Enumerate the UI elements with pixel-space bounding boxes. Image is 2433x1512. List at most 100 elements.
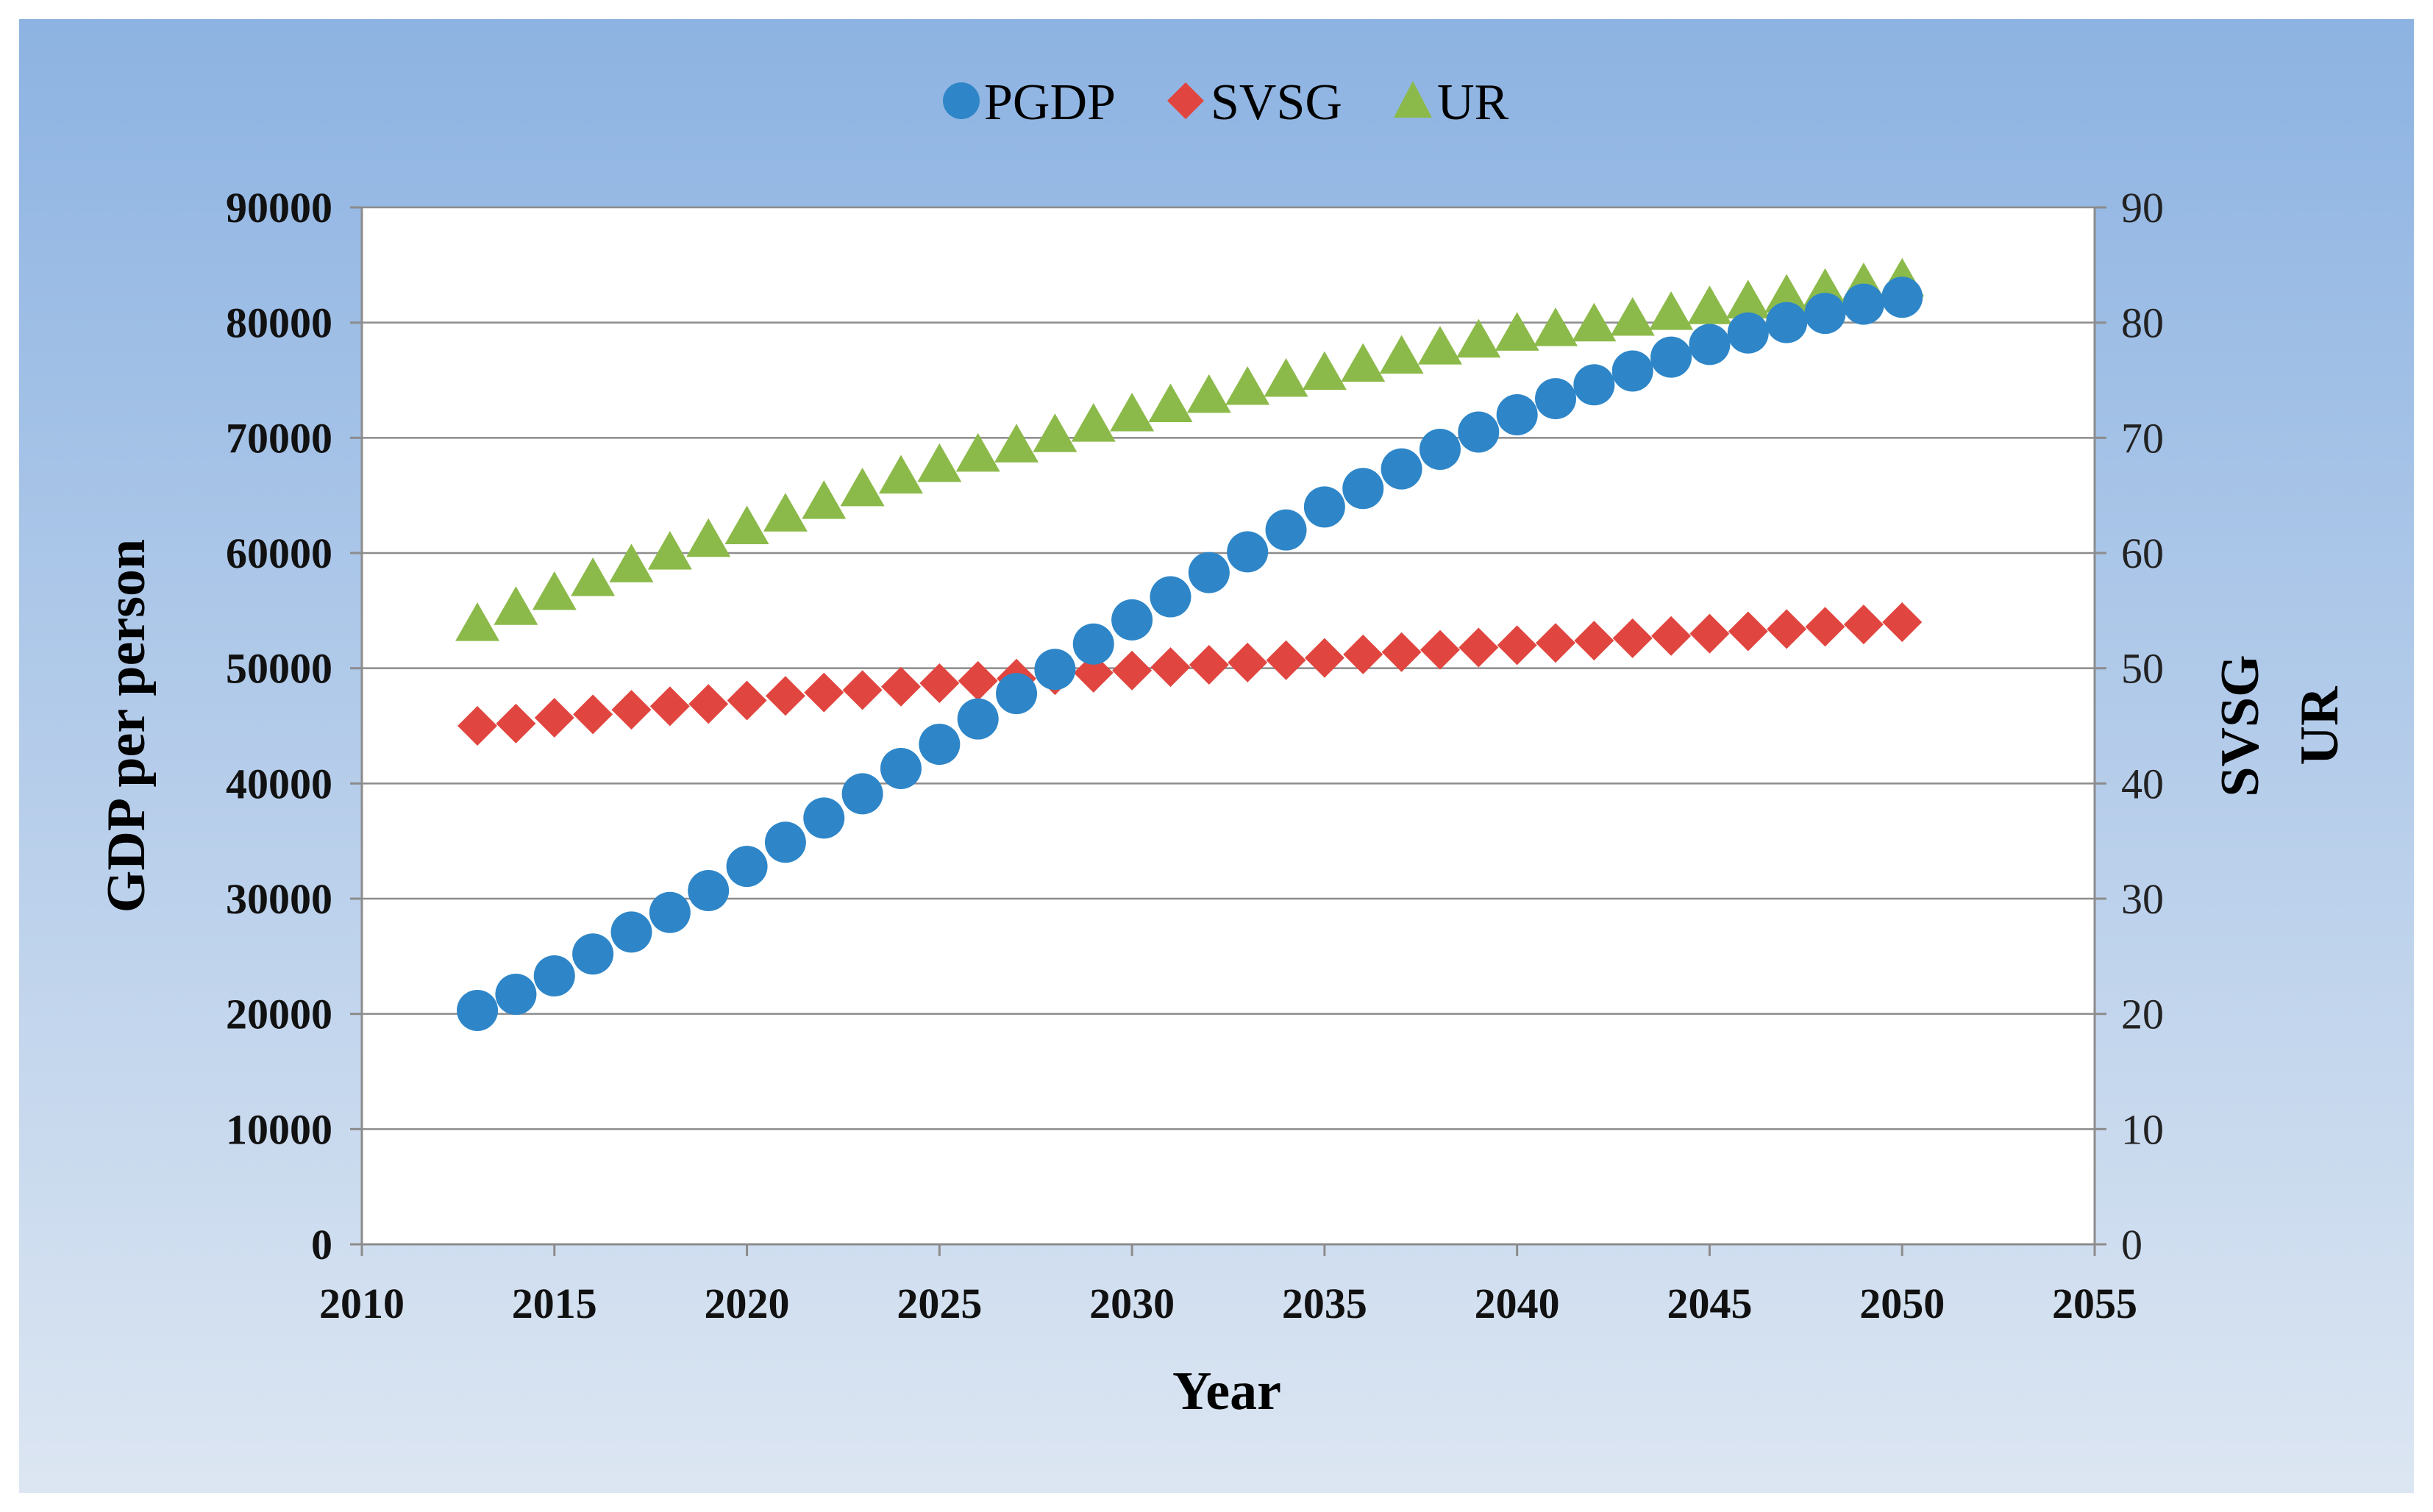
point-svsg [1651,616,1692,656]
point-svsg [1304,638,1344,678]
y-left-tick-label: 90000 [226,184,332,232]
point-ur [455,602,500,641]
point-svsg [1112,650,1153,691]
point-ur [1071,403,1116,442]
point-ur [1302,351,1347,391]
point-ur [955,432,1000,472]
point-pgdp [1496,394,1538,435]
point-pgdp [1342,468,1384,510]
y-axis-right-title-ur: UR [2290,685,2350,765]
point-ur [571,557,616,596]
point-ur [878,454,923,494]
point-pgdp [919,724,961,766]
x-tick-label: 2025 [897,1280,982,1327]
point-pgdp [495,974,537,1016]
y-right-tick-label: 10 [2121,1105,2164,1153]
point-ur [1725,279,1770,318]
point-svsg [1728,611,1768,652]
point-ur [609,543,654,582]
axes [360,207,2096,1246]
point-ur [1610,296,1655,336]
point-ur [494,586,538,625]
y-left-tick-label: 30000 [226,875,332,923]
x-tick-label: 2015 [512,1280,597,1327]
x-tick-label: 2055 [2052,1280,2137,1327]
point-ur [1110,393,1155,432]
y-right-tick-label: 30 [2121,875,2164,923]
point-pgdp [1650,336,1692,378]
point-svsg [534,698,574,738]
point-svsg [1689,613,1730,654]
x-tick-label: 2020 [705,1280,790,1327]
point-svsg [727,680,767,721]
series [455,257,1925,1031]
point-svsg [1381,632,1422,672]
point-ur [1033,413,1077,452]
point-ur [1764,274,1809,313]
plot-area [362,207,2095,1244]
point-svsg [1882,602,1923,642]
point-ur [1186,374,1231,413]
x-tick-label: 2035 [1282,1280,1367,1327]
point-ur [1379,335,1424,374]
point-svsg [1458,627,1499,668]
x-tick-label: 2050 [1859,1280,1945,1327]
y-right-tick-label: 80 [2121,299,2164,347]
point-ur [1495,312,1539,351]
point-pgdp [1804,293,1846,335]
point-pgdp [1265,509,1307,551]
y-left-tick-label: 0 [311,1221,332,1269]
point-ur [1148,383,1193,422]
point-ur [647,531,692,570]
y-right-tick-label: 50 [2121,645,2164,693]
point-pgdp [457,989,499,1031]
legend-label-pgdp: PGDP [984,74,1116,131]
point-svsg [1228,642,1268,682]
point-svsg [496,703,536,743]
point-svsg [1843,605,1884,645]
point-svsg [1266,640,1306,680]
point-svsg [804,672,844,713]
point-pgdp [1535,378,1577,420]
point-ur [917,443,962,482]
series-pgdp [457,277,1923,1031]
legend-label-ur: UR [1437,74,1509,131]
point-svsg [457,706,498,746]
point-pgdp [726,846,768,888]
y-left-tick-label: 50000 [226,645,332,693]
y-left-tick-label: 70000 [226,414,332,462]
point-pgdp [1881,277,1923,318]
point-pgdp [1766,302,1808,343]
y-right-tick-labels: 0 10 20 30 40 50 60 70 80 90 [2121,184,2164,1269]
y-left-tick-label: 10000 [226,1105,332,1153]
point-svsg [958,660,998,701]
x-tick-labels: 2010 2015 2020 2025 2030 2035 2040 2045 2050 2055 [319,1280,2137,1327]
point-ur [994,424,1039,463]
point-pgdp [880,747,922,789]
point-pgdp [996,673,1038,715]
point-pgdp [1611,350,1653,392]
gridlines [350,206,2106,1256]
point-pgdp [1303,486,1345,528]
point-pgdp [1842,283,1884,325]
y-right-tick-label: 20 [2121,991,2164,1038]
point-pgdp [1381,448,1422,490]
point-pgdp [1227,531,1269,573]
y-right-tick-label: 60 [2121,529,2164,577]
y-right-tick-label: 40 [2121,760,2164,807]
point-ur [686,518,731,557]
y-axis-left-title: GDP per person [96,539,157,913]
point-svsg [842,670,883,710]
point-ur [1533,307,1578,346]
point-pgdp [1689,324,1731,365]
point-pgdp [1150,576,1191,618]
legend-marker-pgdp [943,82,980,119]
point-pgdp [841,773,883,815]
y-right-tick-label: 70 [2121,414,2164,462]
point-pgdp [1727,312,1769,354]
point-ur [724,505,769,545]
point-ur [532,571,577,610]
point-pgdp [764,821,806,863]
point-pgdp [1188,552,1230,593]
point-svsg [649,686,690,727]
